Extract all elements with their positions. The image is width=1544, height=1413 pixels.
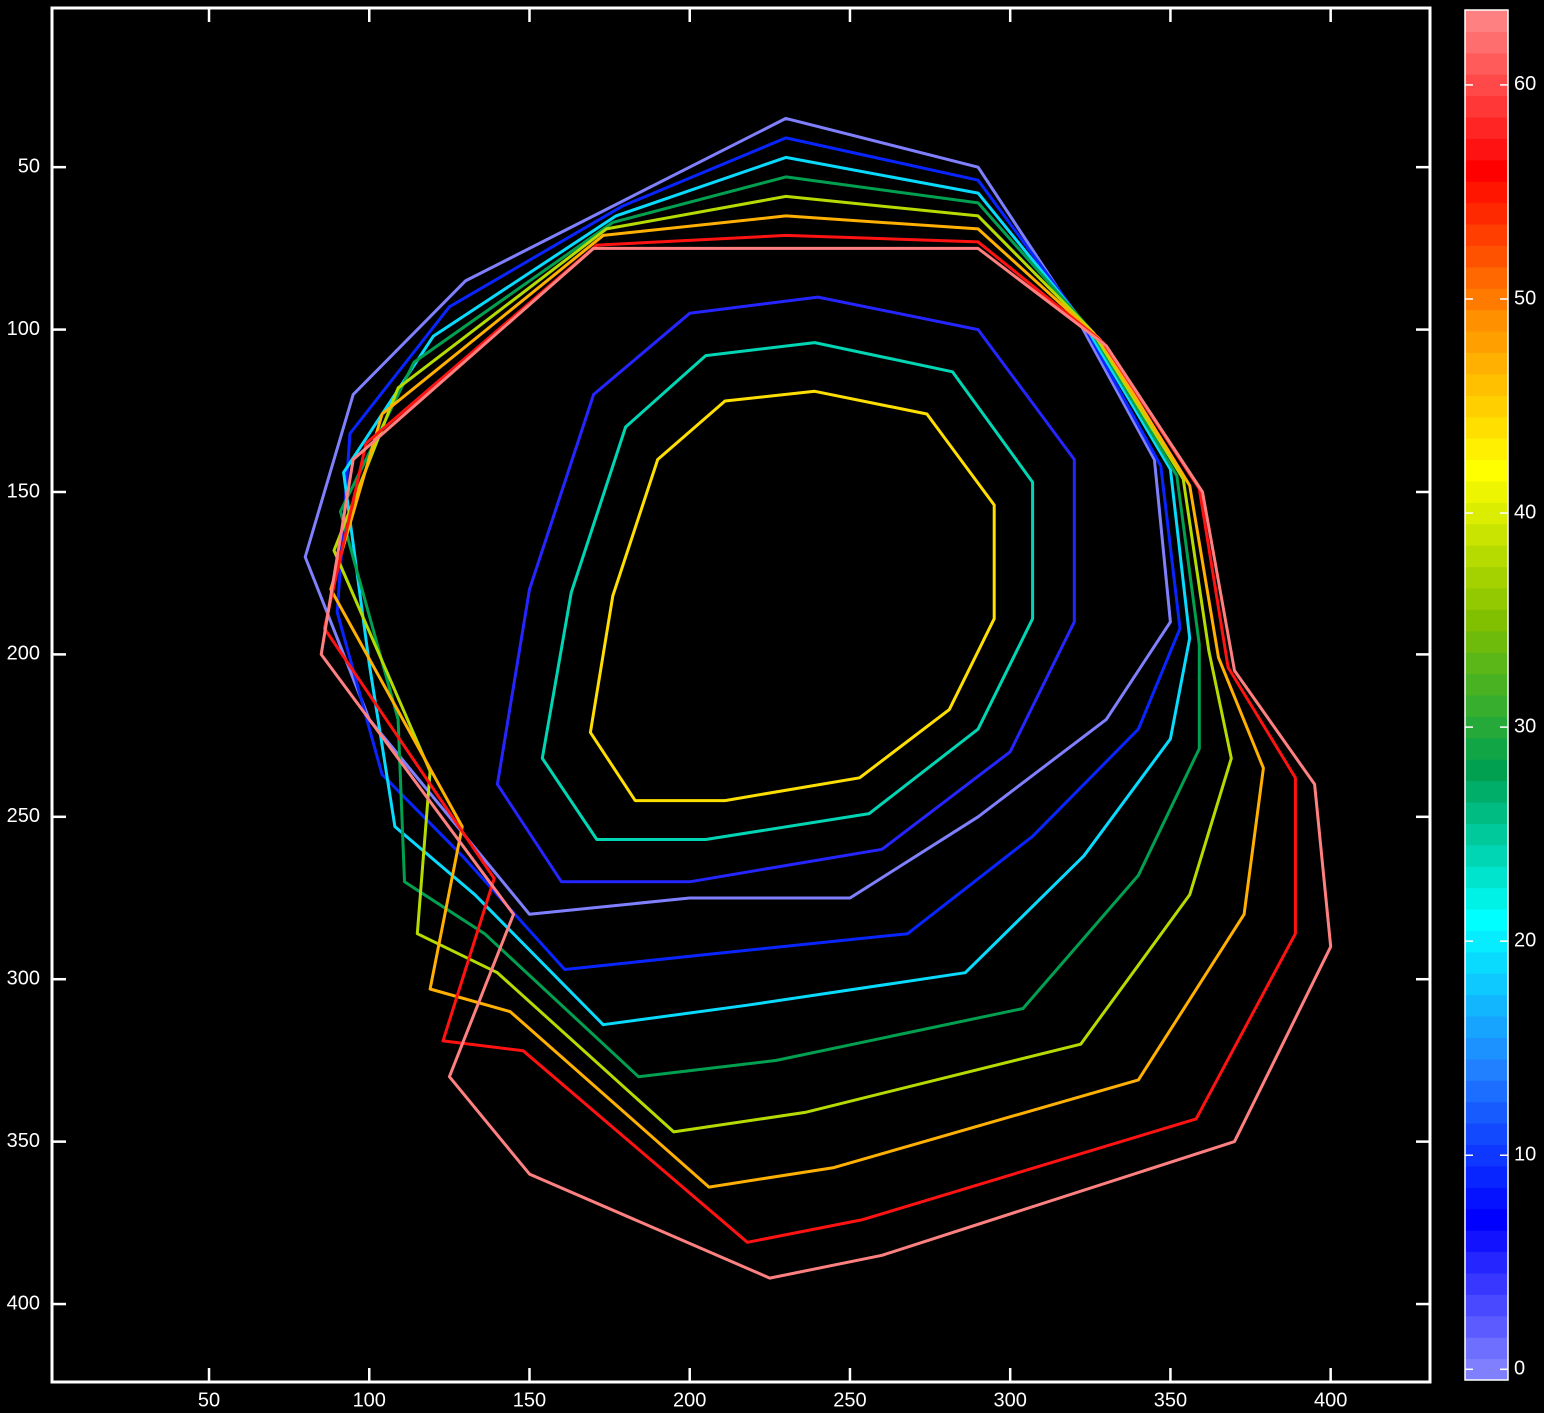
colorbar-swatch [1465, 609, 1508, 631]
colorbar-swatch [1465, 224, 1508, 246]
colorbar-tick-label: 30 [1514, 715, 1536, 737]
y-tick-label: 100 [7, 318, 40, 340]
chart: 5010015020025030035040050100150200250300… [0, 0, 1544, 1413]
colorbar-tick-label: 20 [1514, 929, 1536, 951]
colorbar-swatch [1465, 53, 1508, 75]
colorbar-swatch [1465, 1102, 1508, 1124]
colorbar-swatch [1465, 1209, 1508, 1231]
y-tick-label: 200 [7, 643, 40, 665]
colorbar-swatch [1465, 160, 1508, 182]
colorbar-swatch [1465, 652, 1508, 674]
colorbar-swatch [1465, 866, 1508, 888]
colorbar-swatch [1465, 1187, 1508, 1209]
colorbar-swatch [1465, 823, 1508, 845]
background [0, 0, 1544, 1413]
colorbar-swatch [1465, 1080, 1508, 1102]
colorbar-swatch [1465, 96, 1508, 118]
colorbar-swatch [1465, 138, 1508, 160]
colorbar-swatch [1465, 759, 1508, 781]
colorbar-swatch [1465, 995, 1508, 1017]
colorbar-swatch [1465, 31, 1508, 53]
y-tick-label: 300 [7, 968, 40, 990]
colorbar-tick-label: 60 [1514, 73, 1536, 95]
colorbar-swatch [1465, 203, 1508, 225]
colorbar-swatch [1465, 888, 1508, 910]
colorbar-swatch [1465, 802, 1508, 824]
colorbar-swatch [1465, 781, 1508, 803]
colorbar-swatch [1465, 395, 1508, 417]
colorbar-swatch [1465, 1016, 1508, 1038]
colorbar-tick-label: 0 [1514, 1358, 1525, 1380]
colorbar-swatch [1465, 738, 1508, 760]
colorbar-swatch [1465, 909, 1508, 931]
colorbar-swatch [1465, 1294, 1508, 1316]
colorbar-swatch [1465, 417, 1508, 439]
colorbar-swatch [1465, 331, 1508, 353]
x-tick-label: 200 [673, 1389, 706, 1411]
y-tick-label: 350 [7, 1130, 40, 1152]
colorbar-swatch [1465, 631, 1508, 653]
colorbar-swatch [1465, 267, 1508, 289]
colorbar-swatch [1465, 1316, 1508, 1338]
colorbar-swatch [1465, 1273, 1508, 1295]
colorbar-swatch [1465, 1337, 1508, 1359]
colorbar-swatch [1465, 374, 1508, 396]
y-tick-label: 50 [18, 155, 40, 177]
colorbar-swatch [1465, 460, 1508, 482]
colorbar-swatch [1465, 1252, 1508, 1274]
colorbar-swatch [1465, 1230, 1508, 1252]
colorbar-swatch [1465, 117, 1508, 139]
colorbar-swatch [1465, 1059, 1508, 1081]
y-tick-label: 400 [7, 1292, 40, 1314]
y-tick-label: 250 [7, 805, 40, 827]
colorbar-swatch [1465, 545, 1508, 567]
colorbar-swatch [1465, 1123, 1508, 1145]
colorbar-swatch [1465, 674, 1508, 696]
colorbar-swatch [1465, 310, 1508, 332]
colorbar-swatch [1465, 845, 1508, 867]
x-tick-label: 350 [1154, 1389, 1187, 1411]
colorbar-tick-label: 50 [1514, 287, 1536, 309]
x-tick-label: 250 [833, 1389, 866, 1411]
colorbar-swatch [1465, 952, 1508, 974]
colorbar-swatch [1465, 181, 1508, 203]
colorbar-swatch [1465, 695, 1508, 717]
colorbar-swatch [1465, 1038, 1508, 1060]
colorbar-swatch [1465, 567, 1508, 589]
colorbar-swatch [1465, 245, 1508, 267]
x-tick-label: 150 [513, 1389, 546, 1411]
colorbar-tick-label: 40 [1514, 501, 1536, 523]
colorbar-swatch [1465, 438, 1508, 460]
colorbar-tick-label: 10 [1514, 1144, 1536, 1166]
colorbar-swatch [1465, 973, 1508, 995]
colorbar-swatch [1465, 353, 1508, 375]
x-tick-label: 400 [1314, 1389, 1347, 1411]
x-tick-label: 300 [994, 1389, 1027, 1411]
x-tick-label: 50 [198, 1389, 220, 1411]
colorbar-swatch [1465, 524, 1508, 546]
colorbar-swatch [1465, 481, 1508, 503]
colorbar-swatch [1465, 10, 1508, 32]
x-tick-label: 100 [353, 1389, 386, 1411]
colorbar-swatch [1465, 1166, 1508, 1188]
y-tick-label: 150 [7, 480, 40, 502]
colorbar-swatch [1465, 588, 1508, 610]
